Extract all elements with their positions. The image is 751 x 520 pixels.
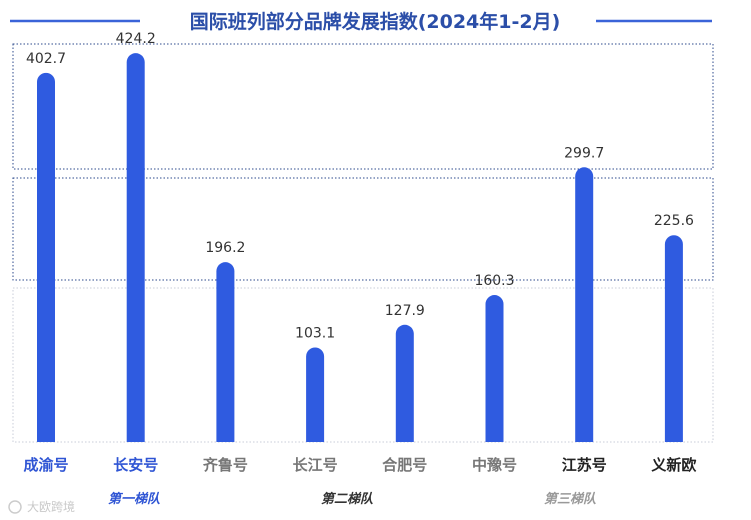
value-label: 424.2 — [116, 31, 156, 47]
bar — [485, 295, 504, 442]
value-label: 160.3 — [474, 273, 514, 289]
category-label: 义新欧 — [651, 456, 696, 474]
watermark-logo-icon — [8, 500, 22, 514]
bar — [306, 347, 325, 442]
bar — [126, 53, 145, 443]
tier-band-2 — [12, 177, 714, 281]
category-label: 齐鲁号 — [203, 456, 248, 474]
value-label: 402.7 — [26, 51, 66, 67]
value-labels-group: 402.7 424.2 196.2 103.1 127.9 160.3 299.7 225.6 — [26, 31, 694, 341]
bar — [575, 167, 594, 442]
bar — [216, 262, 235, 442]
tier-band-1 — [12, 43, 714, 170]
bars-group — [37, 53, 683, 443]
category-label: 江苏号 — [562, 456, 607, 474]
value-label: 103.1 — [295, 325, 335, 341]
value-label: 225.6 — [654, 213, 694, 229]
category-label: 长江号 — [293, 456, 338, 474]
category-label: 中豫号 — [472, 456, 517, 474]
watermark-text: 大欧跨境 — [27, 499, 75, 514]
bar — [395, 324, 414, 442]
category-label: 合肥号 — [381, 456, 427, 474]
category-labels-group: 成渝号 长安号 齐鲁号 长江号 合肥号 中豫号 江苏号 义新欧 — [23, 456, 696, 474]
value-label: 127.9 — [385, 303, 425, 319]
tier-label-3: 第三梯队 — [544, 491, 597, 507]
chart-title: 国际班列部分品牌发展指数(2024年1-2月) — [190, 10, 561, 33]
value-label: 299.7 — [564, 145, 604, 161]
tier-label-1: 第一梯队 — [108, 491, 161, 507]
tier-band-3 — [12, 287, 714, 443]
category-label: 成渝号 — [23, 456, 68, 474]
bar — [664, 235, 683, 442]
category-label: 长安号 — [113, 456, 158, 474]
bar — [37, 72, 55, 442]
tier-label-2: 第二梯队 — [321, 491, 374, 507]
value-label: 196.2 — [205, 240, 245, 256]
